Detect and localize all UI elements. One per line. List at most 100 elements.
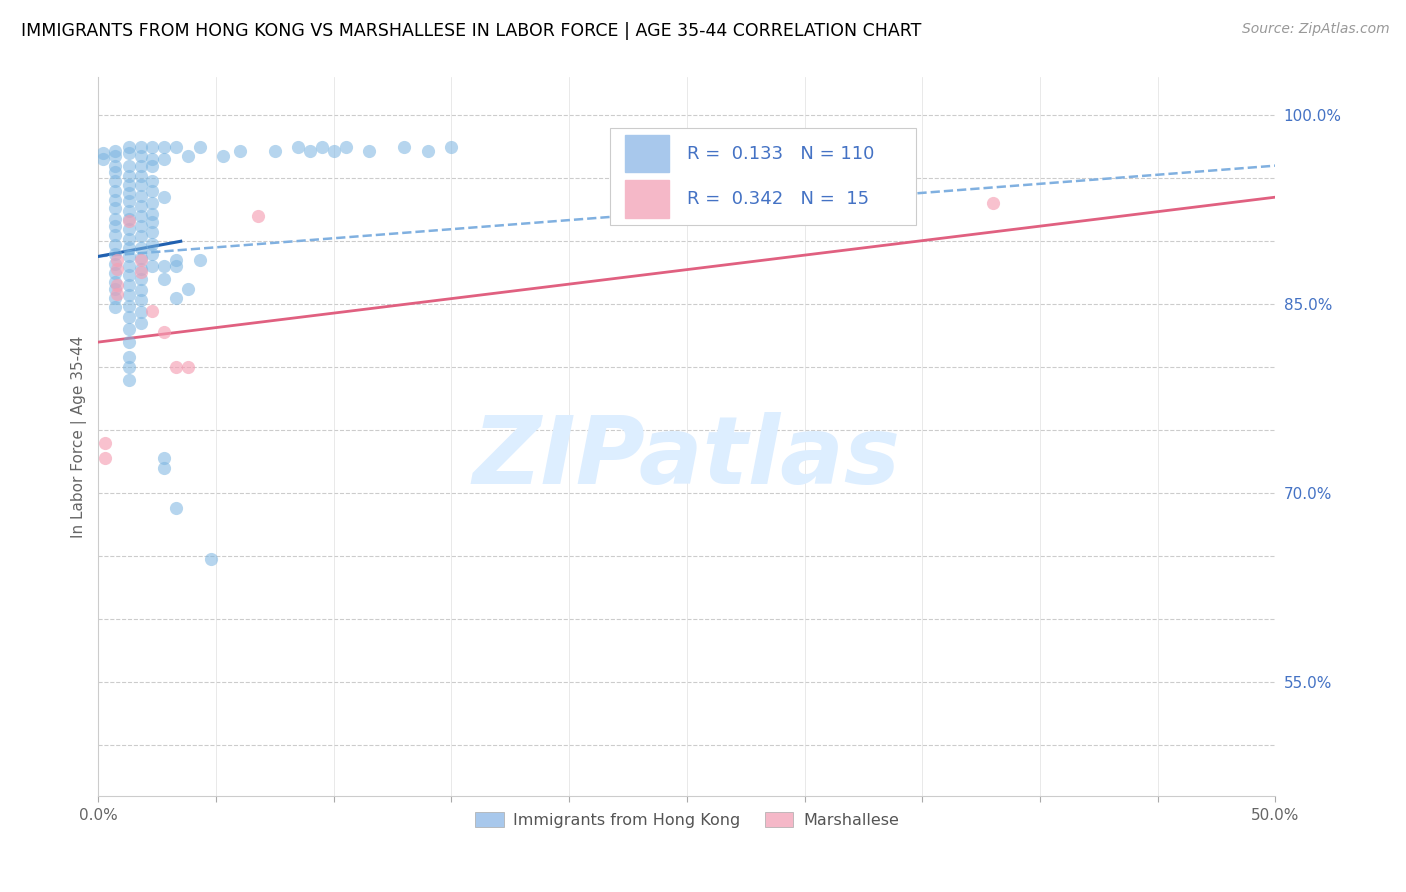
Point (129, 169, 152, 183)
Point (118, 186, 141, 201)
Point (129, 189, 152, 203)
Point (322, 144, 344, 158)
Point (129, 293, 152, 308)
Point (335, 140, 357, 154)
Point (118, 268, 141, 283)
Point (118, 299, 141, 313)
Point (104, 247, 127, 261)
Point (153, 272, 176, 286)
Point (105, 253, 128, 268)
Point (129, 305, 152, 319)
Point (153, 260, 176, 274)
Point (165, 360, 187, 375)
Point (177, 282, 200, 296)
Point (118, 334, 141, 349)
Point (188, 140, 211, 154)
Point (129, 272, 152, 286)
Point (118, 211, 141, 226)
Point (141, 153, 163, 167)
Point (129, 262, 152, 277)
Point (188, 253, 211, 268)
Point (129, 284, 152, 298)
FancyBboxPatch shape (610, 128, 917, 225)
Point (440, 140, 463, 154)
Point (104, 144, 127, 158)
Point (118, 350, 141, 364)
Point (104, 257, 127, 271)
Point (129, 241, 152, 255)
Point (118, 221, 141, 235)
Point (141, 260, 163, 274)
Point (165, 291, 187, 305)
Point (141, 184, 163, 198)
Point (118, 204, 141, 219)
Point (118, 278, 141, 293)
Point (153, 325, 176, 339)
Point (247, 209, 270, 223)
Point (287, 140, 309, 154)
Point (118, 232, 141, 246)
Point (104, 159, 127, 173)
Point (129, 199, 152, 213)
Point (177, 360, 200, 375)
Point (981, 196, 1004, 211)
Point (153, 153, 176, 167)
Point (104, 193, 127, 207)
FancyBboxPatch shape (624, 180, 669, 218)
Point (165, 260, 187, 274)
Point (118, 241, 141, 255)
Point (118, 288, 141, 302)
Point (141, 303, 163, 318)
Point (104, 300, 127, 314)
Point (105, 287, 128, 301)
Point (129, 253, 152, 268)
Point (129, 148, 152, 162)
Point (141, 215, 163, 229)
Point (118, 178, 141, 192)
Point (359, 144, 381, 158)
Point (141, 159, 163, 173)
Point (129, 316, 152, 330)
FancyBboxPatch shape (624, 135, 669, 172)
Point (104, 165, 127, 179)
Point (228, 144, 250, 158)
Point (129, 140, 152, 154)
Point (118, 159, 141, 173)
Point (141, 174, 163, 188)
Point (104, 282, 127, 296)
Point (129, 209, 152, 223)
Point (118, 249, 141, 263)
Point (91, 153, 114, 167)
Point (200, 551, 222, 566)
Point (129, 229, 152, 244)
Point (104, 227, 127, 242)
Point (104, 202, 127, 216)
Point (129, 251, 152, 265)
Text: R =  0.342   N =  15: R = 0.342 N = 15 (688, 190, 869, 208)
Point (105, 262, 128, 277)
Text: ZIPatlas: ZIPatlas (472, 412, 901, 504)
Point (104, 148, 127, 162)
Point (394, 140, 416, 154)
Point (141, 196, 163, 211)
Point (141, 226, 163, 240)
Point (153, 461, 176, 475)
Point (165, 253, 187, 268)
Point (104, 275, 127, 289)
Point (118, 310, 141, 324)
Point (141, 206, 163, 220)
Point (118, 194, 141, 208)
Point (104, 238, 127, 252)
Point (153, 190, 176, 204)
Y-axis label: In Labor Force | Age 35-44: In Labor Force | Age 35-44 (72, 335, 87, 538)
Point (94, 450, 117, 465)
Point (177, 148, 200, 162)
Point (118, 169, 141, 183)
Point (311, 140, 333, 154)
Point (118, 146, 141, 161)
Point (94, 436, 117, 450)
Point (104, 291, 127, 305)
Point (212, 148, 235, 162)
Point (165, 140, 187, 154)
Text: R =  0.133   N = 110: R = 0.133 N = 110 (688, 145, 875, 162)
